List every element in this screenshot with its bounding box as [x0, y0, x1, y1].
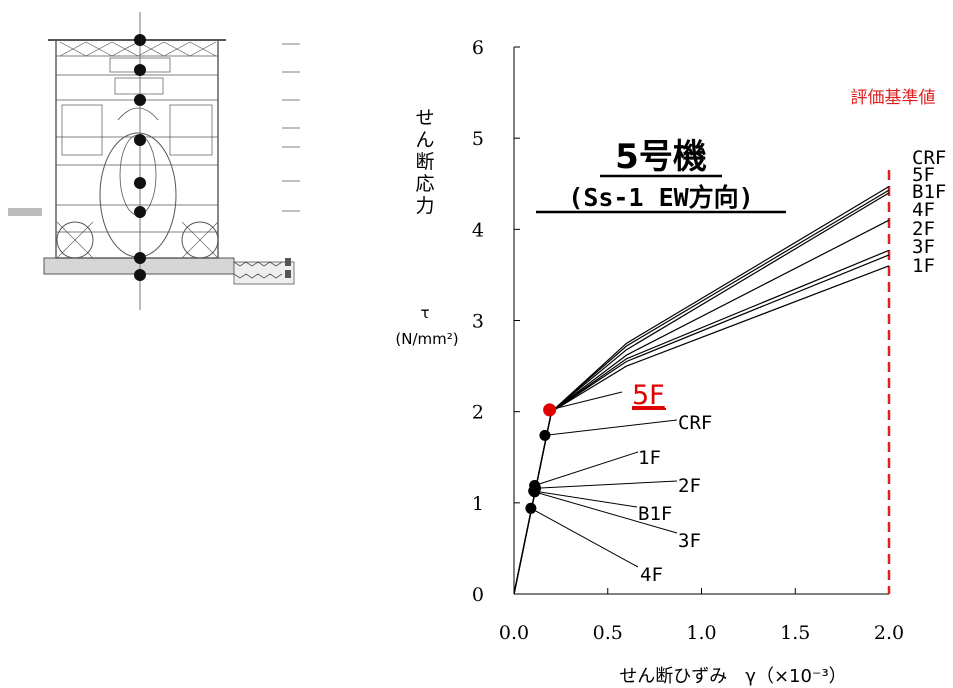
marker-label-1F: 1F: [638, 447, 661, 469]
torus-hatch: [181, 221, 219, 259]
series-label-2F: 2F: [912, 218, 935, 240]
stick-node: [134, 177, 146, 189]
series-label-CRF: CRF: [912, 147, 946, 169]
marker-CRF: [539, 429, 551, 441]
series-label-1F: 1F: [912, 255, 935, 277]
leader-line-2F: [535, 480, 678, 489]
stick-node: [134, 252, 146, 264]
y-tick-label: 6: [472, 37, 484, 59]
spring-end: [285, 270, 291, 278]
truss-line: [163, 41, 191, 57]
series-label-5F: 5F: [912, 164, 935, 186]
y-label-symbol: τ: [420, 304, 429, 322]
y-tick-label: 1: [472, 493, 484, 515]
y-tick-label: 4: [472, 219, 484, 241]
leader-line-CRF: [544, 419, 678, 436]
marker-label-4F: 4F: [640, 564, 663, 586]
ground-right: [233, 261, 295, 285]
marker-label-CRF: CRF: [678, 412, 712, 434]
series-label-3F: 3F: [912, 236, 935, 258]
ground-left: [8, 208, 42, 216]
y-label-char: ん: [415, 129, 434, 151]
chart-title: 5号機: [615, 137, 707, 177]
chart-subtitle: (Ss-1 EW方向): [568, 183, 753, 212]
stick-node: [134, 64, 146, 76]
marker-label-5F: 5F: [632, 380, 665, 411]
leader-line-3F: [534, 491, 678, 534]
stick-node: [134, 206, 146, 218]
series-line-B1F: [513, 192, 890, 595]
stick-node: [134, 269, 146, 281]
vessel-top: [117, 107, 159, 121]
torus-right: [181, 221, 219, 259]
leader-line-5F: [549, 391, 623, 411]
series-line-1F: [513, 265, 890, 595]
pool-left: [61, 104, 103, 156]
stick-node: [134, 94, 146, 106]
series-line-CRF: [513, 185, 890, 595]
torus-left: [56, 221, 94, 259]
spring: [233, 273, 283, 279]
leader-line-1F: [534, 451, 639, 486]
series-line-5F: [513, 189, 890, 595]
truss-line: [111, 41, 139, 57]
y-label-unit: (N/mm²): [395, 330, 458, 348]
y-label-char: せ: [415, 107, 434, 129]
marker-3F: [529, 486, 541, 498]
truss-line: [59, 41, 87, 57]
y-tick-label: 5: [472, 128, 484, 150]
pool-right: [169, 104, 213, 156]
y-tick-label: 2: [472, 402, 484, 424]
truss-line: [85, 41, 113, 57]
marker-4F: [525, 502, 537, 514]
spring: [233, 261, 283, 267]
marker-label-2F: 2F: [678, 475, 701, 497]
truss-line: [137, 41, 165, 57]
marker-label-3F: 3F: [678, 530, 701, 552]
building-section-diagram: OP 54.95OP 50.82OP 42.82OP 35.90OP 28.98…: [8, 12, 300, 310]
y-tick-label: 0: [472, 584, 484, 606]
stick-node: [134, 134, 146, 146]
torus-hatch: [56, 221, 94, 259]
marker-label-B1F: B1F: [638, 503, 672, 525]
series-label-4F: 4F: [912, 199, 935, 221]
x-tick-label: 1.5: [780, 622, 810, 644]
x-label: せん断ひずみ γ（×10⁻³）: [619, 666, 846, 687]
y-tick-label: 3: [472, 311, 484, 333]
leader-line-B1F: [533, 490, 638, 508]
series-label-B1F: B1F: [912, 181, 946, 203]
truss-line: [189, 41, 217, 57]
upper-box: [114, 77, 164, 95]
y-label-char: 力: [415, 195, 434, 217]
stick-node: [134, 34, 146, 46]
series-line-4F: [513, 219, 890, 595]
x-tick-label: 0.0: [499, 622, 529, 644]
y-label-char: 応: [415, 173, 434, 195]
x-tick-label: 2.0: [874, 622, 904, 644]
x-tick-label: 1.0: [686, 622, 716, 644]
leader-line-4F: [530, 507, 639, 568]
x-tick-label: 0.5: [593, 622, 623, 644]
spring-end: [285, 258, 291, 266]
y-label-char: 断: [415, 151, 434, 173]
criterion-label: 評価基準値: [851, 88, 936, 108]
marker-5F: [543, 403, 557, 417]
